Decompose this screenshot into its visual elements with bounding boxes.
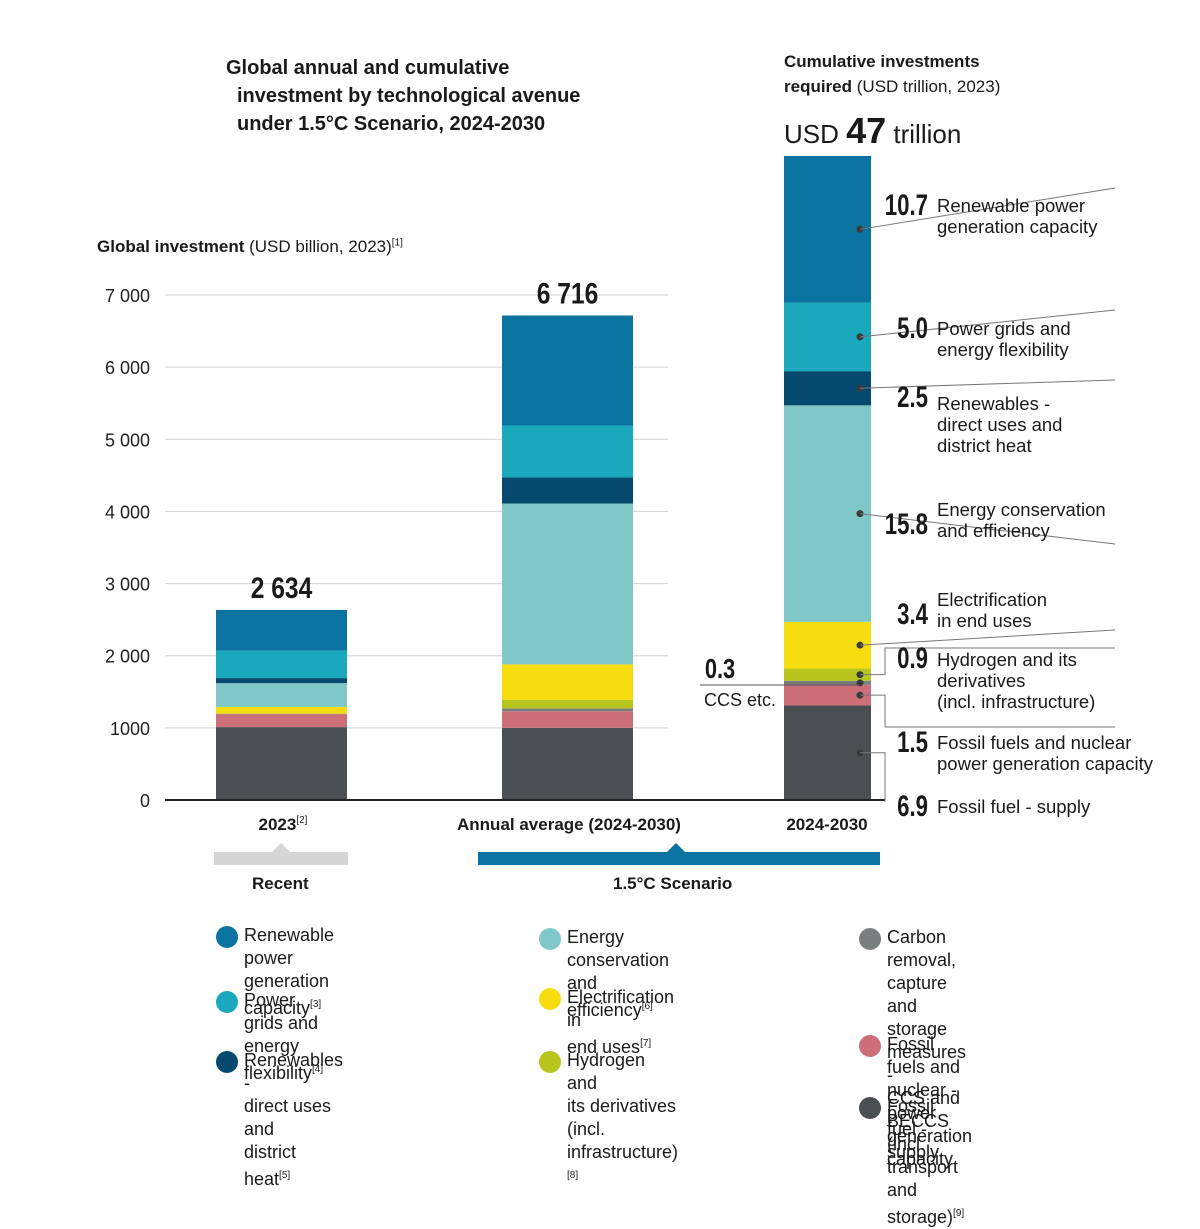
bar-segment (502, 664, 633, 699)
segment-text-label: Energy conservation (937, 499, 1106, 520)
group-label-scenario: 1.5°C Scenario (613, 874, 732, 894)
bar-segment (502, 728, 633, 800)
segment-text-label: Fossil fuel - supply (937, 796, 1091, 817)
segment-text-label: district heat (937, 435, 1032, 456)
category-label-cumulative: 2024-2030 (786, 815, 867, 834)
chart-figure: Global annual and cumulative investment … (0, 0, 1200, 1138)
legend-swatch (216, 926, 238, 948)
legend-note: [8] (567, 1170, 578, 1181)
y-tick-label: 1000 (110, 719, 150, 739)
chart-svg: 0 1000 2 000 3 000 4 000 5 000 6 000 7 000 2 634… (0, 0, 1200, 900)
bar-segment (502, 478, 633, 504)
bar-segment (216, 727, 347, 800)
y-tick-label: 5 000 (105, 430, 150, 450)
segment-value-label: 0.3 (705, 653, 735, 684)
bar-segment (502, 711, 633, 728)
y-tick-label: 2 000 (105, 647, 150, 667)
category-label-annual-average: Annual average (2024-2030) (457, 815, 681, 834)
segment-text-label: Fossil fuels and nuclear (937, 732, 1131, 753)
legend-note: [5] (279, 1170, 290, 1181)
segment-text-label: generation capacity (937, 216, 1098, 237)
segment-text-label: CCS etc. (704, 690, 776, 710)
legend-note: [9] (953, 1208, 964, 1219)
segment-value-label: 2.5 (897, 380, 928, 414)
segment-value-label: 0.9 (897, 641, 928, 675)
segment-text-label: Power grids and (937, 318, 1071, 339)
legend-swatch (859, 1035, 881, 1057)
segment-text-label: in end uses (937, 610, 1032, 631)
bar-segment (502, 426, 633, 478)
bar-segment (216, 610, 347, 651)
scenario-period-marker (667, 843, 685, 852)
leader-line (860, 630, 1115, 645)
segment-text-label: Renewables - (937, 393, 1050, 414)
bar-segment (502, 315, 633, 425)
recent-period-marker (272, 843, 290, 852)
legend-swatch (216, 991, 238, 1013)
segment-text-label: and efficiency (937, 520, 1051, 541)
legend-label: Fossil fuel - supply (887, 1095, 939, 1164)
category-note: [2] (296, 815, 307, 826)
legend-swatch (539, 1051, 561, 1073)
legend-note: [7] (640, 1038, 651, 1049)
bar-segment (216, 683, 347, 707)
bar-segment (502, 700, 633, 709)
segment-text-label: Renewable power (937, 195, 1085, 216)
y-tick-label: 6 000 (105, 358, 150, 378)
segment-text-label: Electrification (937, 589, 1047, 610)
segment-value-label: 5.0 (897, 311, 928, 345)
legend-swatch (216, 1051, 238, 1073)
y-tick-label: 4 000 (105, 502, 150, 522)
segment-text-label: energy flexibility (937, 339, 1069, 360)
legend-swatch (539, 928, 561, 950)
bar-segment (502, 503, 633, 664)
group-label-recent: Recent (252, 874, 309, 894)
segment-value-label: 10.7 (885, 188, 928, 222)
legend-swatch (859, 1097, 881, 1119)
legend-swatch (539, 988, 561, 1010)
bar-segment (216, 707, 347, 713)
bar-segment (216, 678, 347, 683)
segment-value-label: 6.9 (897, 789, 928, 823)
scenario-period-bar (478, 852, 880, 865)
segment-text-label: power generation capacity (937, 753, 1154, 774)
y-tick-label: 7 000 (105, 286, 150, 306)
segment-value-label: 15.8 (885, 507, 928, 541)
category-label-2023: 2023[2] (259, 815, 308, 834)
legend-label: Hydrogen and its derivatives (incl. infr… (567, 1049, 678, 1191)
segment-text-label: direct uses and (937, 414, 1062, 435)
bar-total-label: 2 634 (251, 571, 313, 605)
segment-text-label: derivatives (937, 670, 1025, 691)
y-tick-label: 3 000 (105, 575, 150, 595)
y-tick-label: 0 (140, 791, 150, 811)
bar-segment (502, 708, 633, 711)
bar-total-label: 6 716 (537, 276, 599, 310)
legend-label: Renewables - direct uses and district he… (244, 1049, 343, 1191)
segment-value-label: 3.4 (897, 597, 928, 631)
bar-segment (216, 651, 347, 678)
recent-period-bar (214, 852, 348, 865)
legend-swatch (859, 928, 881, 950)
segment-text-label: (incl. infrastructure) (937, 691, 1095, 712)
segment-text-label: Hydrogen and its (937, 649, 1077, 670)
bar-segment (216, 714, 347, 727)
segment-value-label: 1.5 (897, 725, 928, 759)
